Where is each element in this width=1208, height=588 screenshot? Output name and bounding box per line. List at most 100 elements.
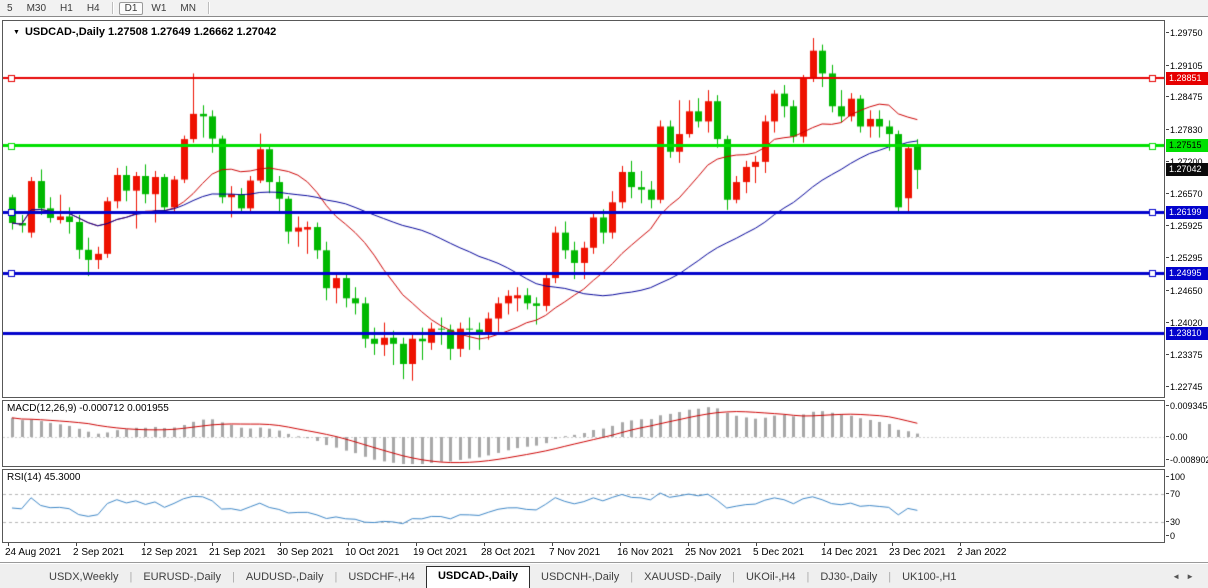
date-axis-tick	[552, 543, 553, 546]
date-axis-label: 28 Oct 2021	[481, 547, 536, 558]
price-axis-label: 1.29105	[1166, 61, 1203, 71]
timeframe-toolbar: 5 M30 H1 H4 D1 W1 MN	[0, 0, 1208, 17]
tab-separator: |	[806, 571, 810, 583]
tab-scroll-left-icon[interactable]: ◄	[1172, 572, 1187, 581]
axis-tick	[1166, 225, 1169, 226]
chart-title: ▼ USDCAD-,Daily 1.27508 1.27649 1.26662 1…	[13, 26, 276, 38]
axis-tick	[1166, 65, 1169, 66]
price-axis-label: 1.24020	[1166, 318, 1203, 328]
price-axis-label: 1.25295	[1166, 253, 1203, 263]
axis-tick	[1166, 96, 1169, 97]
date-axis-label: 10 Oct 2021	[345, 547, 400, 558]
price-axis-label: 1.29750	[1166, 28, 1203, 38]
hline-price-tag[interactable]: 1.27515	[1166, 139, 1208, 152]
date-axis-label: 25 Nov 2021	[685, 547, 742, 558]
chart-tab-bar: USDX,Weekly | EURUSD-,Daily | AUDUSD-,Daily |…	[0, 562, 1208, 588]
timeframe-button-H4[interactable]: H4	[86, 2, 100, 14]
date-axis[interactable]: 24 Aug 2021 2 Sep 2021 12 Sep 2021 21 Sep 2…	[0, 543, 1208, 562]
tab-scroll-right-icon[interactable]: ►	[1186, 572, 1200, 581]
date-axis-label: 23 Dec 2021	[889, 547, 946, 558]
tab-scroll-arrows: ◄►	[1172, 572, 1208, 588]
hline-price-tag[interactable]: 1.24995	[1166, 267, 1208, 280]
price-axis-label: 1.25925	[1166, 221, 1203, 231]
axis-tick	[1166, 161, 1169, 162]
rsi-canvas[interactable]	[3, 470, 1164, 542]
timeframe-button-W1[interactable]: W1	[151, 2, 167, 14]
chart-title-text: USDCAD-,Daily 1.27508 1.27649 1.26662 1.…	[24, 26, 277, 38]
main-chart-canvas[interactable]	[3, 21, 1164, 397]
symbol-dropdown-icon[interactable]: ▼	[13, 29, 20, 36]
tab-separator: |	[334, 571, 338, 583]
rsi-axis-label: 70	[1166, 489, 1180, 499]
date-axis-tick	[756, 543, 757, 546]
tab-XAUUSD-Daily[interactable]: XAUUSD-,Daily	[644, 571, 722, 583]
price-axis-label: 1.26570	[1166, 189, 1203, 199]
axis-tick	[1166, 290, 1169, 291]
date-axis-tick	[8, 543, 9, 546]
date-axis-label: 5 Dec 2021	[753, 547, 805, 558]
axis-tick	[1166, 436, 1169, 437]
rsi-axis-label: 100	[1166, 472, 1185, 482]
date-axis-tick	[620, 543, 621, 546]
date-axis-label: 19 Oct 2021	[413, 547, 468, 558]
date-axis-label: 12 Sep 2021	[141, 547, 198, 558]
date-axis-tick	[212, 543, 213, 546]
tab-DJ30-Daily[interactable]: DJ30-,Daily	[820, 571, 878, 583]
tab-UKOil-H4[interactable]: UKOil-,H4	[745, 571, 796, 583]
macd-canvas[interactable]	[3, 401, 1164, 466]
macd-panel: MACD(12,26,9) -0.000712 0.001955	[2, 400, 1165, 467]
axis-tick	[1166, 386, 1169, 387]
tab-USDCAD-Daily[interactable]: USDCAD-,Daily	[425, 566, 531, 588]
axis-tick	[1166, 459, 1169, 460]
hline-price-tag[interactable]: 1.28851	[1166, 72, 1208, 85]
price-axis-label: 1.24650	[1166, 286, 1203, 296]
date-axis-tick	[416, 543, 417, 546]
price-axis-label: 1.28475	[1166, 92, 1203, 102]
tab-USDX-Weekly[interactable]: USDX,Weekly	[49, 571, 119, 583]
date-axis-label: 24 Aug 2021	[5, 547, 62, 558]
timeframe-button-M30[interactable]: M30	[26, 2, 47, 14]
date-axis-tick	[76, 543, 77, 546]
date-axis-tick	[144, 543, 145, 546]
tab-separator: |	[129, 571, 133, 583]
tab-separator: |	[630, 571, 634, 583]
timeframe-button-D1[interactable]: D1	[118, 1, 144, 15]
tab-separator: |	[888, 571, 892, 583]
axis-tick	[1166, 257, 1169, 258]
timeframe-button-H1[interactable]: H1	[60, 2, 73, 14]
date-axis-label: 30 Sep 2021	[277, 547, 334, 558]
hline-price-tag[interactable]: 1.23810	[1166, 327, 1208, 340]
axis-tick	[1166, 405, 1169, 406]
axis-tick	[1166, 535, 1169, 536]
tab-UK100-H1[interactable]: UK100-,H1	[902, 571, 957, 583]
tab-USDCHF-H4[interactable]: USDCHF-,H4	[348, 571, 415, 583]
axis-tick	[1166, 354, 1169, 355]
current-price-tag: 1.27042	[1166, 163, 1208, 176]
date-axis-tick	[348, 543, 349, 546]
timeframe-button-5[interactable]: 5	[7, 2, 13, 14]
date-axis-tick	[824, 543, 825, 546]
axis-tick	[1166, 521, 1169, 522]
tab-EURUSD-Daily[interactable]: EURUSD-,Daily	[143, 571, 221, 583]
rsi-panel: RSI(14) 45.3000	[2, 469, 1165, 543]
rsi-axis-label: 0	[1166, 531, 1175, 541]
axis-tick	[1166, 493, 1169, 494]
price-axis[interactable]: 1.29750 1.29105 1.28475 1.27830 1.27200 1.265…	[1166, 17, 1208, 543]
toolbar-separator	[111, 2, 113, 14]
date-axis-tick	[892, 543, 893, 546]
date-axis-tick	[484, 543, 485, 546]
date-axis-label: 2 Sep 2021	[73, 547, 125, 558]
toolbar-separator	[207, 2, 209, 14]
date-axis-label: 21 Sep 2021	[209, 547, 266, 558]
tab-AUDUSD-Daily[interactable]: AUDUSD-,Daily	[245, 571, 324, 583]
tab-USDCNH-Daily[interactable]: USDCNH-,Daily	[541, 571, 620, 583]
tab-separator: |	[231, 571, 235, 583]
axis-tick	[1166, 322, 1169, 323]
timeframe-button-MN[interactable]: MN	[180, 2, 196, 14]
axis-tick	[1166, 129, 1169, 130]
rsi-label: RSI(14) 45.3000	[7, 472, 81, 483]
price-axis-label: 1.23375	[1166, 350, 1203, 360]
hline-price-tag[interactable]: 1.26199	[1166, 206, 1208, 219]
date-axis-label: 2 Jan 2022	[957, 547, 1007, 558]
